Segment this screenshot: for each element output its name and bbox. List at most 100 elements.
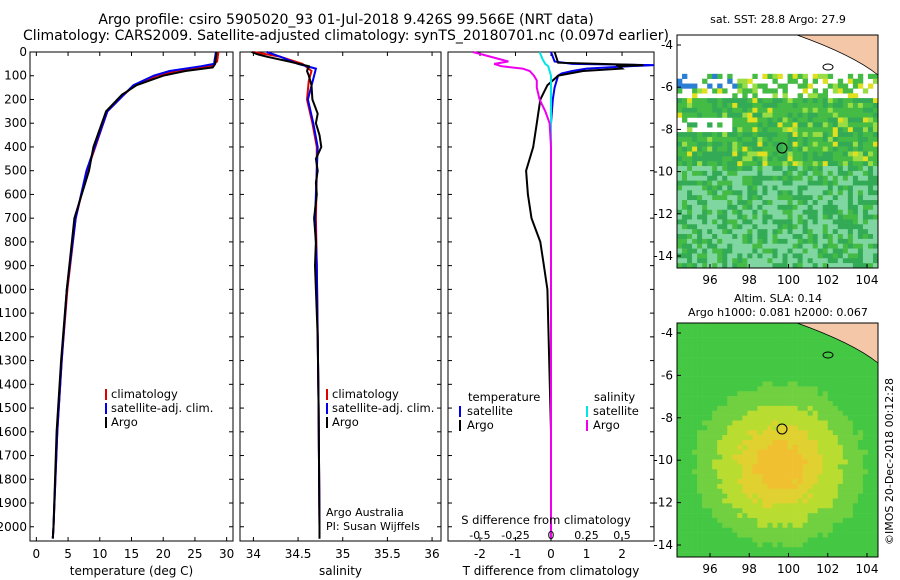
- map-cell: [832, 107, 839, 113]
- map-cell: [747, 435, 753, 441]
- map-cell: [782, 263, 788, 269]
- map-cell: [867, 151, 874, 157]
- map-cell: [767, 410, 773, 416]
- map-cell: [842, 136, 849, 143]
- map-cell: [747, 522, 753, 529]
- map-cell: [702, 498, 708, 504]
- map-cell: [777, 170, 783, 177]
- map-cell: [687, 337, 693, 343]
- map-cell: [707, 98, 713, 104]
- map-cell: [872, 518, 879, 524]
- map-cell: [792, 527, 798, 533]
- map-cell: [802, 347, 808, 353]
- map-cell: [742, 83, 748, 89]
- map-cell: [682, 371, 688, 377]
- map-cell: [702, 234, 708, 240]
- map-cell: [777, 136, 783, 143]
- map-cell: [797, 469, 803, 475]
- map-cell: [847, 464, 854, 470]
- map-cell: [717, 132, 723, 138]
- map-cell: [692, 474, 698, 480]
- map-cell: [792, 508, 798, 514]
- map-cell: [857, 238, 864, 245]
- map-cell: [847, 136, 854, 143]
- map-cell: [692, 234, 698, 240]
- map-cell: [717, 151, 723, 157]
- map-cell: [787, 117, 793, 123]
- map-cell: [782, 185, 788, 191]
- map-cell: [707, 73, 713, 79]
- map-cell: [772, 214, 778, 220]
- map-cell: [777, 508, 783, 514]
- map-cell: [757, 248, 763, 254]
- map-cell: [787, 98, 793, 104]
- map-cell: [687, 332, 693, 338]
- map-cell: [852, 141, 859, 147]
- x-tick-label: -1: [509, 547, 521, 561]
- lat-tick-label: -12: [653, 207, 673, 221]
- map-cell: [677, 435, 683, 441]
- map-cell: [717, 243, 723, 249]
- map-cell: [782, 483, 788, 490]
- map-cell: [702, 141, 708, 147]
- map-cell: [842, 102, 849, 109]
- map-cell: [707, 488, 713, 494]
- map-cell: [777, 522, 783, 529]
- map-cell: [707, 440, 713, 446]
- map-cell: [707, 166, 713, 172]
- map-cell: [807, 185, 813, 191]
- map-cell: [822, 532, 829, 538]
- map-cell: [772, 537, 778, 543]
- map-cell: [847, 214, 854, 220]
- map-cell: [792, 112, 798, 118]
- map-cell: [827, 474, 834, 480]
- map-cell: [787, 488, 793, 494]
- map-cell: [727, 401, 733, 407]
- map-cell: [712, 503, 718, 509]
- map-cell: [752, 420, 758, 426]
- map-cell: [847, 518, 854, 524]
- map-cell: [737, 366, 743, 373]
- map-cell: [857, 381, 864, 387]
- map-cell: [692, 263, 698, 269]
- map-cell: [692, 440, 698, 446]
- map-cell: [682, 522, 688, 529]
- map-cell: [822, 469, 829, 475]
- map-cell: [852, 371, 859, 377]
- map-cell: [717, 415, 723, 421]
- map-cell: [707, 332, 713, 338]
- map-cell: [707, 474, 713, 480]
- map-cell: [842, 185, 849, 191]
- map-cell: [757, 542, 763, 548]
- map-cell: [732, 117, 738, 123]
- map-cell: [692, 479, 698, 485]
- map-cell: [777, 175, 783, 181]
- map-cell: [827, 547, 834, 553]
- map-cell: [837, 513, 844, 519]
- map-cell: [812, 366, 818, 373]
- island-outline: [822, 63, 834, 71]
- map-cell: [822, 248, 829, 254]
- map-cell: [707, 151, 713, 157]
- map-cell: [847, 180, 854, 186]
- map-cell: [692, 180, 698, 186]
- map-cell: [847, 435, 854, 441]
- map-cell: [812, 347, 818, 353]
- map-cell: [752, 518, 758, 524]
- map-cell: [702, 532, 708, 538]
- map-cell: [777, 204, 783, 211]
- map-cell: [842, 200, 849, 206]
- map-cell: [872, 243, 879, 249]
- map-cell: [687, 425, 693, 431]
- map-cell: [852, 474, 859, 480]
- map-cell: [772, 449, 778, 455]
- map-cell: [872, 508, 879, 514]
- map-cell: [757, 527, 763, 533]
- map-cell: [742, 410, 748, 416]
- map-cell: [737, 347, 743, 353]
- map-cell: [687, 391, 693, 397]
- map-cell: [737, 195, 743, 201]
- map-cell: [822, 219, 829, 225]
- map-cell: [782, 474, 788, 480]
- map-cell: [857, 542, 864, 548]
